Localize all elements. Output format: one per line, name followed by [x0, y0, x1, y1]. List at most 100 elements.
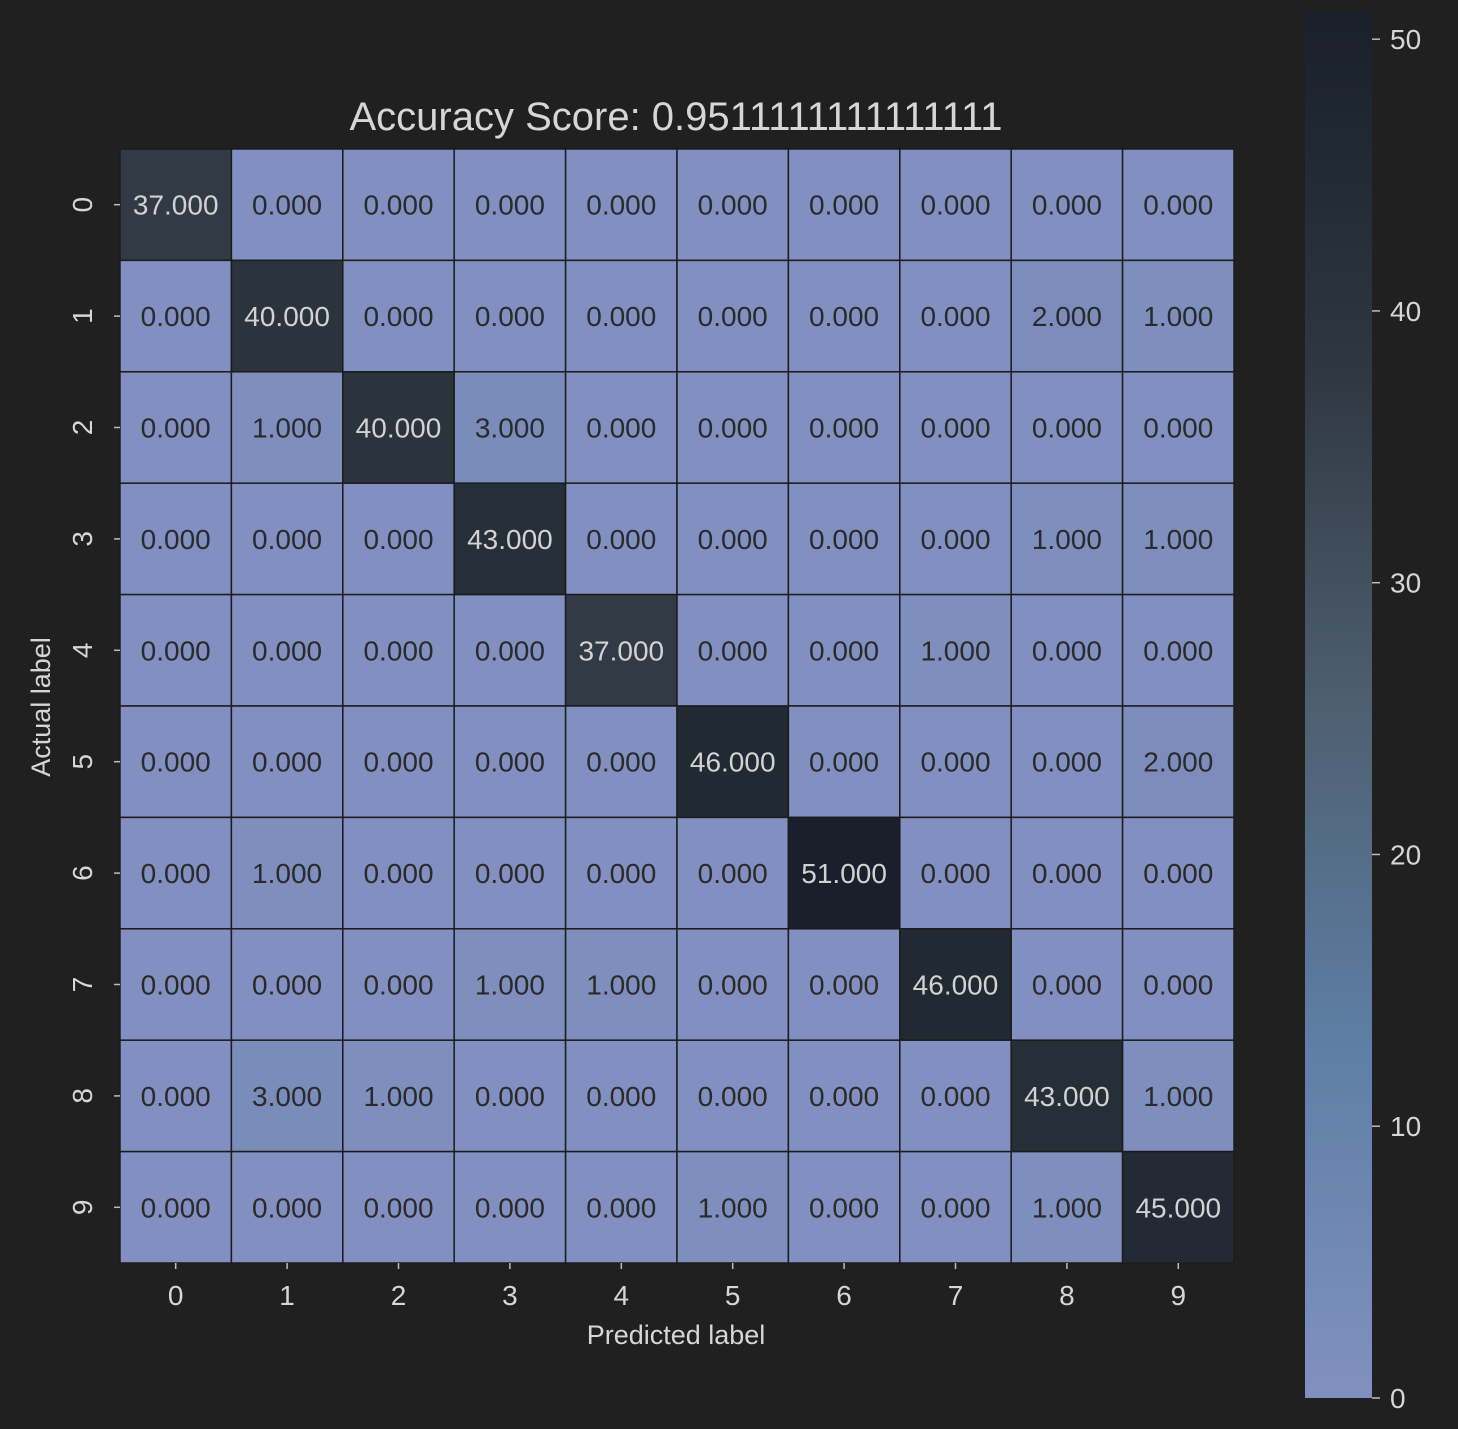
- cell-value-label: 0.000: [252, 1192, 322, 1223]
- cell-value-label: 0.000: [252, 747, 322, 778]
- cell-value-label: 51.000: [801, 858, 887, 889]
- colorbar-tick-label: 30: [1390, 568, 1421, 599]
- cell-value-label: 0.000: [363, 190, 433, 221]
- heatmap-cell: [676, 816, 790, 930]
- cell-value-label: 0.000: [475, 635, 545, 666]
- y-tick-labels: 0 1 2 3 4 5 6 7 8 9: [67, 197, 120, 1215]
- x-tick-label: 1: [279, 1280, 295, 1311]
- colorbar-tick-label: 10: [1390, 1111, 1421, 1142]
- heatmap-cell: [453, 928, 567, 1041]
- cell-value-label: 0.000: [141, 1081, 211, 1112]
- cell-value-label: 0.000: [252, 524, 322, 555]
- cell-value-label: 1.000: [920, 635, 990, 666]
- heatmap-cell: [119, 371, 233, 484]
- x-axis-label: Predicted label: [587, 1320, 766, 1350]
- cell-value-label: 0.000: [698, 301, 768, 332]
- cell-value-label: 0.000: [698, 635, 768, 666]
- heatmap-cell: [899, 593, 1012, 707]
- colorbar-ticks: 0 10 20 30 40 50: [1372, 24, 1421, 1414]
- cell-value-label: 1.000: [363, 1081, 433, 1112]
- cell-value-label: 0.000: [586, 1192, 656, 1223]
- heatmap-cell: [1121, 1039, 1235, 1153]
- heatmap-cell: [1010, 482, 1124, 596]
- heatmap-cell: [899, 148, 1012, 262]
- cell-value-label: 0.000: [475, 1081, 545, 1112]
- colorbar-tick-label: 20: [1390, 839, 1421, 870]
- cell-value-label: 1.000: [252, 858, 322, 889]
- x-tick-label: 9: [1171, 1280, 1187, 1311]
- heatmap-cell: [787, 1150, 901, 1264]
- cell-value-label: 0.000: [809, 747, 879, 778]
- cell-value-label: 0.000: [920, 301, 990, 332]
- heatmap-cell: [1010, 928, 1124, 1041]
- cell-value-label: 1.000: [1143, 301, 1213, 332]
- heatmap-cell: [1121, 148, 1235, 262]
- chart-title: Accuracy Score: 0.9511111111111111: [349, 95, 1002, 139]
- colorbar-tick-label: 0: [1390, 1383, 1406, 1414]
- cell-value-label: 0.000: [809, 301, 879, 332]
- x-tick-label: 4: [614, 1280, 630, 1311]
- cell-value-label: 0.000: [141, 635, 211, 666]
- heatmap-cell: [676, 705, 790, 819]
- y-tick-label: 5: [67, 754, 98, 770]
- y-tick-label: 7: [67, 977, 98, 993]
- cell-value-label: 0.000: [141, 970, 211, 1001]
- heatmap-cell: [1121, 482, 1235, 596]
- cell-value-label: 0.000: [920, 524, 990, 555]
- heatmap-cell: [230, 593, 344, 707]
- x-tick-label: 3: [502, 1280, 518, 1311]
- heatmap-cell: [676, 148, 790, 262]
- heatmap-cell: [787, 928, 901, 1041]
- heatmap-cell: [453, 1039, 567, 1153]
- y-axis-label: Actual label: [26, 637, 56, 777]
- heatmap-cell: [676, 1150, 790, 1264]
- cell-value-label: 37.000: [133, 190, 219, 221]
- heatmap-cell: [899, 259, 1012, 373]
- heatmap-cell: [119, 148, 233, 262]
- heatmap-cell: [342, 371, 455, 484]
- cell-value-label: 1.000: [586, 970, 656, 1001]
- y-tick-label: 2: [67, 420, 98, 436]
- y-tick-label: 4: [67, 643, 98, 659]
- x-tick-label: 5: [725, 1280, 741, 1311]
- heatmap-cell: [899, 1039, 1012, 1153]
- heatmap-cell: [1121, 371, 1235, 484]
- cell-value-label: 0.000: [363, 747, 433, 778]
- x-tick-label: 6: [836, 1280, 852, 1311]
- cell-value-label: 0.000: [1032, 190, 1102, 221]
- cell-value-label: 0.000: [1143, 413, 1213, 444]
- cell-value-label: 0.000: [363, 970, 433, 1001]
- cell-value-label: 0.000: [698, 190, 768, 221]
- heatmap-cell: [230, 148, 344, 262]
- cell-value-label: 40.000: [244, 301, 330, 332]
- cell-value-label: 2.000: [1143, 747, 1213, 778]
- cell-value-label: 1.000: [1143, 524, 1213, 555]
- cell-value-label: 0.000: [1143, 190, 1213, 221]
- cell-value-label: 0.000: [809, 524, 879, 555]
- cell-value-label: 0.000: [586, 524, 656, 555]
- cell-value-label: 45.000: [1135, 1192, 1221, 1223]
- heatmap-cell: [564, 1150, 678, 1264]
- cell-value-label: 0.000: [698, 858, 768, 889]
- cell-value-label: 0.000: [1143, 858, 1213, 889]
- cell-value-label: 0.000: [586, 1081, 656, 1112]
- cell-value-label: 0.000: [920, 190, 990, 221]
- x-tick-label: 0: [168, 1280, 184, 1311]
- heatmap-cell: [230, 259, 344, 373]
- heatmap-cell: [787, 593, 901, 707]
- cell-value-label: 0.000: [698, 413, 768, 444]
- cell-value-label: 0.000: [475, 190, 545, 221]
- heatmap-cell: [676, 482, 790, 596]
- heatmap-cell: [787, 259, 901, 373]
- heatmap-cell: [453, 1150, 567, 1264]
- cell-value-label: 43.000: [1024, 1081, 1110, 1112]
- heatmap-cell: [676, 593, 790, 707]
- cell-value-label: 0.000: [586, 413, 656, 444]
- heatmap-cell: [230, 1150, 344, 1264]
- cell-value-label: 0.000: [252, 970, 322, 1001]
- cell-value-label: 0.000: [698, 1081, 768, 1112]
- cell-value-label: 0.000: [141, 858, 211, 889]
- cell-value-label: 0.000: [920, 747, 990, 778]
